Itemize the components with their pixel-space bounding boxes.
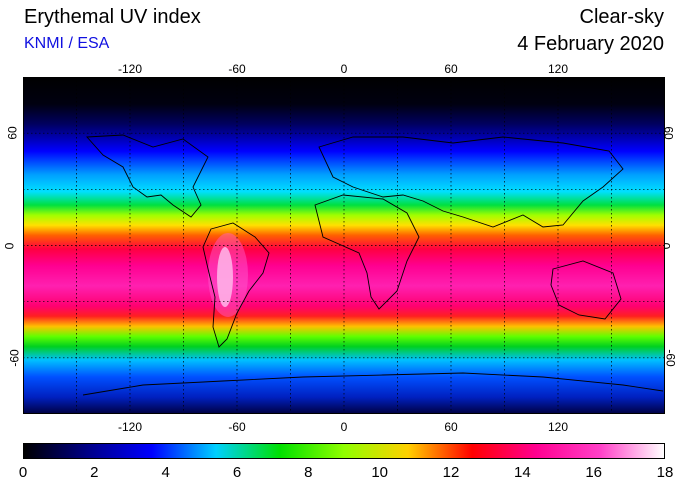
- longitude-tick-top: 60: [444, 62, 458, 76]
- colorbar-tick-label: 8: [304, 464, 313, 481]
- longitude-tick-bottom: 60: [444, 420, 458, 434]
- colorbar-tick-label: 6: [232, 464, 242, 481]
- map-border: [23, 77, 665, 414]
- uv-colorbar: [23, 443, 665, 459]
- coast-north-america: [86, 134, 209, 218]
- longitude-tick-top: 0: [340, 62, 348, 76]
- longitude-tick-top: 120: [547, 62, 569, 76]
- map-date: 4 February 2020: [517, 33, 664, 55]
- colorbar-tick-label: 10: [371, 464, 388, 481]
- latitude-tick-right: -60: [663, 349, 678, 367]
- colorbar-tick-label: 2: [90, 464, 99, 481]
- sky-condition: Clear-sky: [579, 6, 664, 28]
- colorbar-tick-label: 18: [656, 464, 674, 481]
- map-graticule: [23, 77, 665, 414]
- coast-south-america: [202, 222, 270, 348]
- colorbar-tick-label: 0: [18, 464, 28, 481]
- longitude-tick-top: -60: [228, 62, 246, 76]
- colorbar-tick-label: 12: [442, 464, 460, 481]
- coast-australia: [550, 260, 622, 320]
- latitude-tick-left: -60: [7, 349, 22, 367]
- map-title: Erythemal UV index: [24, 6, 201, 28]
- longitude-tick-bottom: 120: [547, 420, 569, 434]
- longitude-tick-bottom: -120: [117, 420, 143, 434]
- longitude-tick-bottom: -60: [228, 420, 246, 434]
- colorbar-tick-label: 14: [513, 464, 531, 481]
- latitude-tick-left: 60: [5, 126, 20, 140]
- andes-high-uv-halo: [208, 233, 248, 317]
- coast-europe-asia: [318, 136, 624, 228]
- latitude-tick-left: 0: [2, 242, 17, 249]
- colorbar-tick-label: 4: [161, 464, 170, 481]
- map-source: KNMI / ESA: [24, 35, 110, 52]
- longitude-tick-top: -120: [117, 62, 143, 76]
- longitude-tick-bottom: 0: [340, 420, 348, 434]
- colorbar-tick-label: 16: [585, 464, 602, 481]
- uv-index-map: [23, 77, 665, 414]
- andes-high-uv: [217, 247, 233, 307]
- coast-antarctica: [82, 372, 664, 396]
